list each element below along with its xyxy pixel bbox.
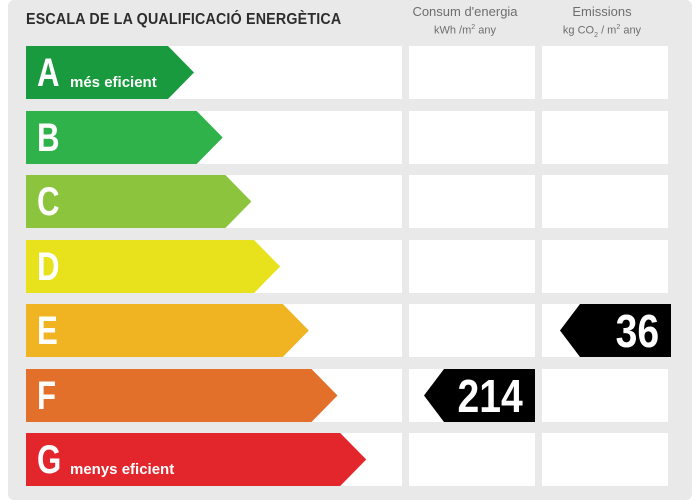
consum-cell-b xyxy=(409,111,535,164)
class-arrow-e: E xyxy=(26,304,309,357)
class-arrow-f: F xyxy=(26,369,338,422)
emissions-rating-marker: 36 xyxy=(560,304,671,357)
column-header-emissions-unit: kg CO2 / m2 any xyxy=(562,24,642,39)
consum-cell-d xyxy=(409,240,535,293)
emissions-cell-g xyxy=(542,433,668,486)
page-title: ESCALA DE LA QUALIFICACIÓ ENERGÈTICA xyxy=(26,11,342,28)
class-note-g: menys eficient xyxy=(70,461,175,478)
column-header-emissions-label: Emissions xyxy=(572,4,632,19)
column-header-emissions: Emissions kg CO2 / m2 any xyxy=(542,3,662,44)
consum-cell-a xyxy=(409,46,535,99)
emissions-rating-value: 36 xyxy=(615,305,659,357)
class-arrow-d: D xyxy=(26,240,281,293)
emissions-cell-b xyxy=(542,111,668,164)
class-letter-a: A xyxy=(37,51,60,95)
consum-cell-e xyxy=(409,304,535,357)
column-header-consum-unit: kWh /m2 any xyxy=(434,24,496,37)
emissions-cell-f xyxy=(542,369,668,422)
consum-rating-marker: 214 xyxy=(424,369,535,422)
consum-cell-g xyxy=(409,433,535,486)
emissions-cell-a xyxy=(542,46,668,99)
class-letter-f: F xyxy=(37,374,57,418)
class-letter-b: B xyxy=(37,116,60,160)
class-letter-e: E xyxy=(37,309,58,353)
class-letter-g: G xyxy=(37,438,62,482)
class-letter-d: D xyxy=(37,245,60,289)
column-header-consum: Consum d'energia kWh /m2 any xyxy=(405,3,525,39)
consum-rating-value: 214 xyxy=(457,370,523,422)
column-header-consum-label: Consum d'energia xyxy=(412,4,518,19)
emissions-cell-d xyxy=(542,240,668,293)
class-arrow-c: C xyxy=(26,175,252,228)
emissions-cell-c xyxy=(542,175,668,228)
class-letter-c: C xyxy=(37,180,60,224)
consum-cell-c xyxy=(409,175,535,228)
class-note-a: més eficient xyxy=(70,74,157,91)
class-arrow-b: B xyxy=(26,111,223,164)
